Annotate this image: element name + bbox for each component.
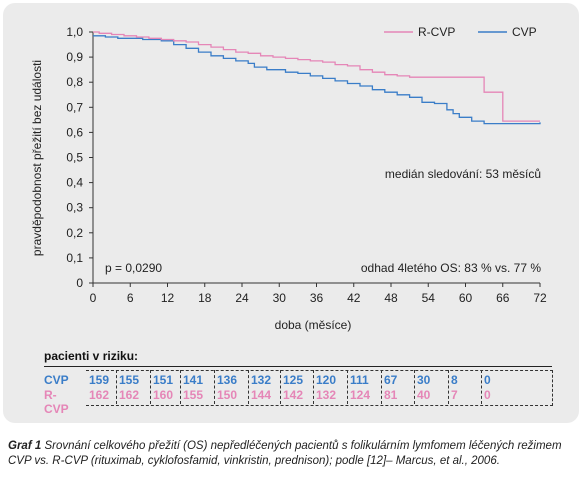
y-tick-label: 0,8 <box>66 75 83 89</box>
x-tick-label: 36 <box>310 291 324 305</box>
chart-legend: R-CVP CVP <box>384 25 537 39</box>
os-estimate-annotation: odhad 4letého OS: 83 % vs. 77 % <box>361 261 541 275</box>
y-tick-label: 0 <box>76 276 83 290</box>
y-axis-label: pravděpodobnost přežití bez události <box>30 60 44 256</box>
legend-label-cvp: CVP <box>512 25 537 39</box>
figure-caption: Graf 1 Srovnání celkového přežití (OS) n… <box>8 439 578 469</box>
chart-panel <box>3 3 579 423</box>
y-tick-label: 0,9 <box>66 50 83 64</box>
x-tick-label: 54 <box>422 291 436 305</box>
y-tick-label: 0,7 <box>66 100 83 114</box>
series-line-cvp <box>93 35 541 125</box>
chart-ticks: 0 6 12 18 24 30 36 42 48 54 60 66 72 0 0,1 0,2 0,3 0,4 0,5… <box>66 25 547 305</box>
x-tick-label: 0 <box>90 291 97 305</box>
legend-label-r-cvp: R-CVP <box>418 25 455 39</box>
x-tick-label: 42 <box>347 291 361 305</box>
chart-series <box>93 31 541 125</box>
y-tick-label: 0,6 <box>66 125 83 139</box>
x-tick-label: 6 <box>127 291 134 305</box>
x-tick-label: 60 <box>459 291 473 305</box>
caption-text: Srovnání celkového přežití (OS) nepředlé… <box>8 440 562 467</box>
chart-axes <box>92 32 540 284</box>
x-tick-label: 48 <box>384 291 398 305</box>
x-tick-label: 66 <box>496 291 510 305</box>
survival-chart: 0 6 12 18 24 30 36 42 48 54 60 66 72 0 0,1 0,2 0,3 0,4 0,5… <box>30 25 547 332</box>
x-tick-label: 72 <box>533 291 547 305</box>
p-value-annotation: p = 0,0290 <box>105 261 162 275</box>
x-tick-label: 30 <box>273 291 287 305</box>
y-tick-label: 0,2 <box>66 226 83 240</box>
y-tick-label: 0,4 <box>66 176 83 190</box>
y-tick-label: 0,5 <box>66 151 83 165</box>
caption-label: Graf 1 <box>8 440 42 452</box>
x-tick-label: 12 <box>161 291 175 305</box>
x-tick-label: 24 <box>235 291 249 305</box>
x-tick-label: 18 <box>198 291 212 305</box>
y-tick-label: 0,1 <box>66 251 83 265</box>
y-tick-label: 1,0 <box>66 25 83 39</box>
y-tick-label: 0,3 <box>66 201 83 215</box>
median-annotation: medián sledování: 53 měsíců <box>385 167 541 181</box>
series-line-r-cvp <box>93 31 540 122</box>
x-axis-label: doba (měsíce) <box>275 318 352 332</box>
